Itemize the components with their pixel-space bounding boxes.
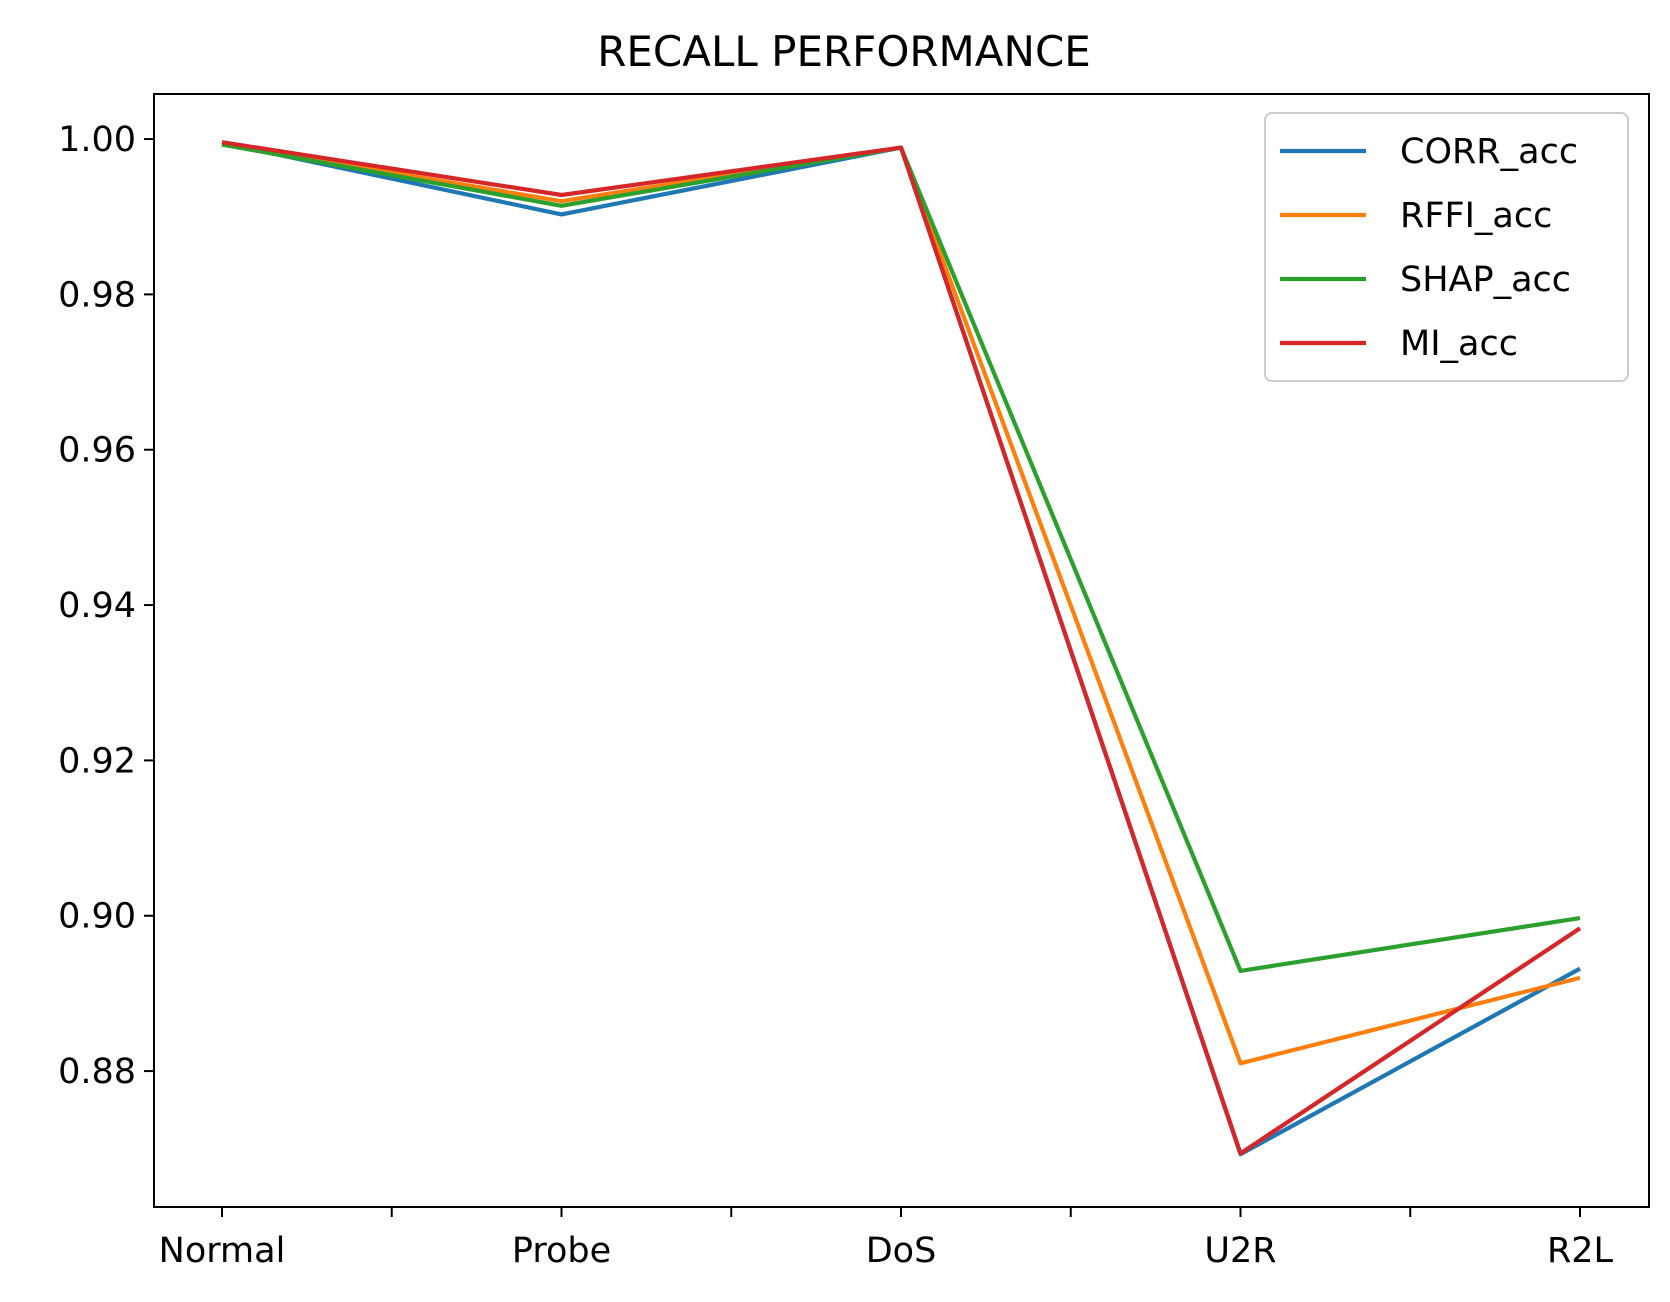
legend-entry-label: RFFI_acc: [1400, 196, 1552, 236]
y-tick-label: 0.90: [58, 897, 136, 937]
y-tick-label: 1.00: [58, 120, 136, 160]
y-tick-label: 0.96: [58, 431, 136, 471]
x-tick-label: R2L: [1547, 1231, 1614, 1271]
legend-entry-label: CORR_acc: [1400, 132, 1578, 172]
axes-layer: 1.00 0.98 0.96 0.94 0.92 0.90 0.88 Normal Probe D…: [58, 93, 1650, 1271]
y-tick-label: 0.92: [58, 741, 136, 781]
y-tick-label: 0.94: [58, 586, 136, 626]
y-tick-label: 0.98: [58, 275, 136, 315]
series-layer: [221, 140, 1582, 1157]
x-tick-label: Normal: [159, 1231, 286, 1271]
series-line-mi-acc: [221, 140, 1582, 1156]
legend: CORR_acc RFFI_acc SHAP_acc MI_acc: [1264, 112, 1629, 382]
y-tick-label: 0.88: [58, 1052, 136, 1092]
x-tick-label: U2R: [1204, 1231, 1276, 1271]
legend-entry-label: MI_acc: [1400, 324, 1518, 364]
x-tick-label: Probe: [512, 1231, 611, 1271]
legend-entry-label: SHAP_acc: [1400, 260, 1571, 300]
x-tick-label: DoS: [866, 1231, 937, 1271]
chart-title: RECALL PERFORMANCE: [597, 27, 1091, 76]
legend-box: [1264, 112, 1629, 382]
